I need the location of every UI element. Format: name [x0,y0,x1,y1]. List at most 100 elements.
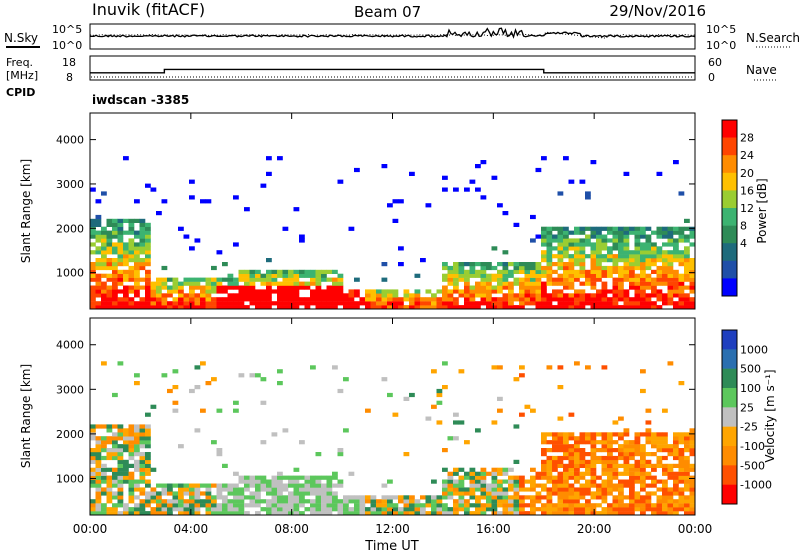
heatmap-cell [557,491,564,496]
heatmap-cell [398,199,404,204]
heatmap-cell [557,238,564,243]
heatmap-cell [200,361,206,366]
heatmap-cell [238,373,245,378]
noise-right-tick-bottom: 10^0 [706,39,736,52]
heatmap-cell [530,495,536,500]
heatmap-cell [486,262,492,267]
heatmap-cell [645,436,652,441]
heatmap-cell [623,444,630,449]
heatmap-cell [480,195,487,200]
heatmap-cell [376,503,382,508]
heatmap-cell [304,507,311,512]
heatmap-cell [667,250,674,255]
heatmap-cell [568,238,575,243]
heatmap-cell [348,495,355,500]
heatmap-cell [673,440,679,445]
heatmap-cell [678,226,685,231]
heatmap-cell [260,400,267,405]
heatmap-cell [574,297,580,302]
heatmap-cell [662,467,668,472]
heatmap-cell [590,491,597,496]
heatmap-cell [117,218,124,223]
heatmap-cell [117,503,124,508]
heatmap-cell [601,238,608,243]
heatmap-cell [656,234,663,239]
heatmap-cell [612,238,619,243]
heatmap-cell [458,495,465,500]
heatmap-cell [497,408,503,413]
heatmap-cell [640,448,646,453]
heatmap-cell [101,503,107,508]
heatmap-cell [123,507,129,512]
heatmap-cell [667,444,674,449]
heatmap-cell [112,273,118,278]
heatmap-cell [530,408,536,413]
heatmap-cell [381,262,388,267]
heatmap-cell [607,440,613,445]
heatmap-cell [310,293,316,298]
heatmap-cell [134,273,140,278]
heatmap-cell [563,499,569,504]
heatmap-cell [343,507,349,512]
heatmap-cell [612,475,619,480]
heatmap-cell [156,301,162,306]
heatmap-cell [497,479,503,484]
heatmap-cell [392,218,399,223]
heatmap-cell [634,246,641,251]
heatmap-cell [376,499,382,504]
heatmap-cell [211,285,217,290]
heatmap-cell [684,436,690,441]
heatmap-cell [134,285,140,290]
heatmap-cell [662,491,668,496]
heatmap-cell [277,507,283,512]
heatmap-cell [145,250,151,255]
heatmap-cell [161,199,168,204]
heatmap-cell [557,471,564,476]
heatmap-cell [128,301,135,306]
heatmap-cell [546,230,553,235]
heatmap-cell [387,293,393,298]
heatmap-cell [145,230,151,235]
heatmap-cell [128,242,135,247]
heatmap-cell [689,301,696,306]
heatmap-cell [145,459,151,464]
heatmap-cell [150,187,157,192]
heatmap-cell [612,226,619,231]
heatmap-cell [541,305,547,310]
heatmap-cell [596,301,602,306]
heatmap-cell [640,459,646,464]
heatmap-cell [563,444,569,449]
heatmap-cell [414,503,421,508]
heatmap-cell [354,503,360,508]
heatmap-cell [552,444,558,449]
heatmap-cell [442,277,448,282]
heatmap-cell [640,297,646,302]
heatmap-cell [332,507,338,512]
heatmap-cell [552,289,558,294]
heatmap-cell [106,305,113,310]
heatmap-cell [530,265,536,271]
heatmap-cell [123,459,129,464]
heatmap-cell [183,301,190,306]
heatmap-cell [552,491,558,496]
heatmap-cell [101,242,107,247]
heatmap-cell [530,479,536,484]
heatmap-cell [255,495,261,500]
colorbar-tick-label: 12 [740,202,754,215]
heatmap-cell [112,503,118,508]
heatmap-cell [524,293,531,298]
heatmap-cell [277,289,283,294]
heatmap-cell [139,459,146,464]
heatmap-cell [348,297,355,302]
heatmap-cell [513,222,520,227]
heatmap-cell [277,381,283,386]
heatmap-cell [563,277,569,282]
heatmap-cell [244,495,250,500]
heatmap-cell [117,273,124,278]
heatmap-cell [596,491,602,496]
heatmap-cell [167,507,173,512]
heatmap-cell [645,428,652,433]
heatmap-cell [134,444,140,449]
heatmap-cell [128,250,135,255]
